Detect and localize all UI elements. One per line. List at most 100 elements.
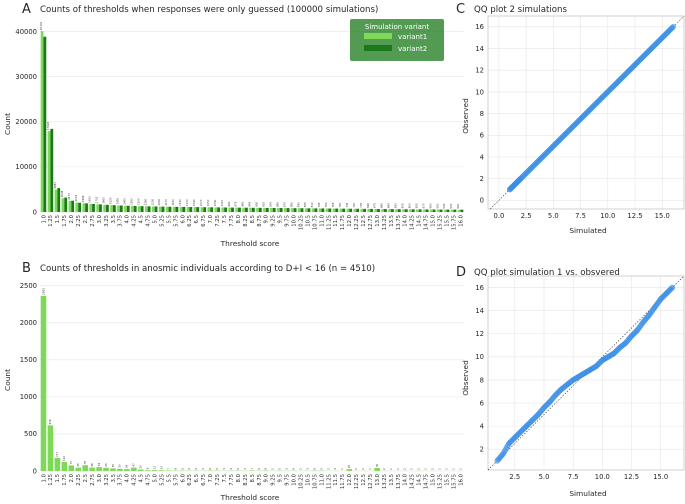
- panel-b-value-label: 53: [97, 462, 101, 466]
- panel-a-xtick: 11.75: [340, 215, 346, 230]
- panel-b-value-label: 4: [292, 468, 296, 470]
- panel-a-bar-variant2: [71, 200, 75, 212]
- panel-b-value-label: 2: [403, 468, 407, 470]
- panel-a-bar-variant2: [356, 208, 360, 212]
- panel-a-bar-variant2: [140, 206, 144, 212]
- panel-a-xtick: 1.0: [41, 214, 47, 223]
- panel-a-bar-variant2: [196, 207, 200, 212]
- panel-b-value-label: 4: [194, 468, 198, 470]
- panel-a-bar-variant1: [214, 207, 218, 212]
- panel-a-value-label: 1260: [143, 198, 147, 205]
- panel-a-bar-variant1: [304, 208, 308, 212]
- panel-a-value-label: 735: [345, 202, 349, 207]
- panel-d-letter: D: [456, 265, 466, 280]
- panel-a-bar-variant1: [263, 207, 266, 212]
- panel-b-xtick: 15.25: [437, 474, 443, 489]
- panel-b-value-label: 3: [222, 468, 226, 470]
- panel-a-value-label: 17924: [46, 122, 50, 131]
- panel-a-xtick: 13.25: [382, 215, 388, 230]
- panel-a-value-label: 1400: [122, 198, 126, 205]
- panel-a-value-label: 1030: [213, 199, 217, 206]
- panel-b-xtick: 1.75: [62, 474, 68, 486]
- panel-a-xtick: 8.0: [236, 214, 242, 223]
- panel-a-value-label: 1050: [206, 199, 210, 206]
- panel-b-xtick: 14.75: [424, 474, 430, 489]
- panel-a-bar-variant1: [228, 207, 232, 212]
- panel-b-xtick: 11.25: [326, 474, 332, 489]
- panel-b-bar: [374, 468, 380, 471]
- panel-b-value-label: 43: [104, 463, 108, 467]
- panel-b-value-label: 6: [264, 468, 268, 470]
- panel-b-value-label: 2: [326, 468, 330, 470]
- panel-b-value-label: 26: [125, 464, 129, 468]
- panel-d-ytick: 6: [480, 399, 484, 407]
- panel-a-value-label: 840: [296, 202, 300, 207]
- panel-a-xtick: 1.25: [48, 215, 54, 227]
- panel-a-bar-variant1: [450, 209, 454, 212]
- panel-a-bar-variant2: [99, 204, 102, 212]
- panel-a-xtick: 8.5: [250, 215, 256, 223]
- panel-b-bar: [96, 467, 102, 471]
- panel-b-ytick: 2000: [20, 319, 37, 327]
- panel-b-bar: [75, 467, 82, 471]
- panel-b-xtick: 4.75: [146, 474, 152, 486]
- panel-b-xtick: 8.75: [257, 474, 263, 486]
- panel-a-value-label: 645: [387, 203, 391, 208]
- panel-a-ytick: 40000: [15, 28, 37, 36]
- panel-a-xtick: 3.0: [97, 214, 103, 223]
- panel-b-value-label: 20: [139, 465, 143, 469]
- panel-c-xtick: 0.0: [493, 212, 504, 220]
- panel-b-value-label: 1: [389, 468, 393, 470]
- panel-a-xtick: 7.75: [229, 215, 235, 227]
- panel-a-bar-variant2: [286, 208, 290, 212]
- panel-a-bar-variant2: [224, 207, 227, 212]
- panel-a-bar-variant2: [397, 209, 401, 212]
- panel-a-bar-variant1: [367, 208, 371, 212]
- panel-a-xtick: 15.0: [431, 214, 437, 226]
- panel-c-ytick: 0: [480, 197, 484, 205]
- panel-a-ytick: 10000: [15, 163, 37, 171]
- panel-a-xtick: 6.0: [180, 214, 186, 223]
- panel-a-value-label: 900: [268, 202, 272, 207]
- panel-d-ytick: 10: [475, 353, 484, 361]
- panel-a-value-label: 1170: [164, 199, 168, 206]
- panel-b-value-label: 47: [132, 463, 136, 467]
- panel-a-bar-variant1: [277, 208, 280, 212]
- panel-b-xtick: 9.25: [271, 474, 277, 486]
- panel-b-title: Counts of thresholds in anosmic individu…: [40, 264, 375, 274]
- panel-b-bar: [131, 467, 137, 471]
- panel-d-ytick: 8: [480, 376, 484, 384]
- panel-b-value-label: 1: [410, 468, 414, 470]
- panel-a-value-label: 1150: [171, 199, 175, 206]
- panel-b-xtick: 2.5: [83, 474, 89, 482]
- panel-b-xtick: 13.75: [396, 474, 402, 489]
- panel-a-xtick: 8.75: [257, 215, 263, 227]
- panel-a-xtick: 3.25: [104, 215, 110, 227]
- panel-b-xtick: 11.5: [333, 474, 339, 486]
- panel-b-bar: [151, 470, 158, 471]
- panel-a-bar-variant1: [110, 205, 113, 212]
- panel-a-xtick: 13.75: [396, 215, 402, 230]
- panel-a-letter: A: [22, 2, 31, 17]
- panel-b-xtick: 3.0: [97, 473, 103, 482]
- panel-a-xtick: 9.0: [264, 214, 270, 223]
- panel-a-xtick: 12.25: [354, 215, 360, 230]
- panel-d-point: [558, 386, 565, 393]
- panel-a-value-label: 675: [373, 203, 377, 208]
- panel-b-bar: [110, 468, 116, 471]
- panel-b-value-label: 3: [305, 468, 309, 470]
- panel-a-bar-variant2: [238, 207, 241, 212]
- panel-b-value-label: 35: [111, 464, 115, 468]
- panel-a-value-label: 705: [359, 203, 363, 208]
- panel-d-point: [565, 380, 572, 387]
- panel-b-value-label: 10: [159, 466, 163, 470]
- panel-a-xtick: 13.0: [375, 214, 381, 226]
- panel-a-bar-variant1: [256, 207, 259, 212]
- panel-b-value-label: 1: [451, 468, 455, 470]
- panel-d-point: [500, 450, 507, 457]
- panel-a-bar-variant1: [172, 206, 176, 212]
- panel-c-letter: C: [456, 2, 465, 17]
- panel-b-bar: [165, 470, 172, 471]
- panel-b-value-label: 1: [396, 468, 400, 470]
